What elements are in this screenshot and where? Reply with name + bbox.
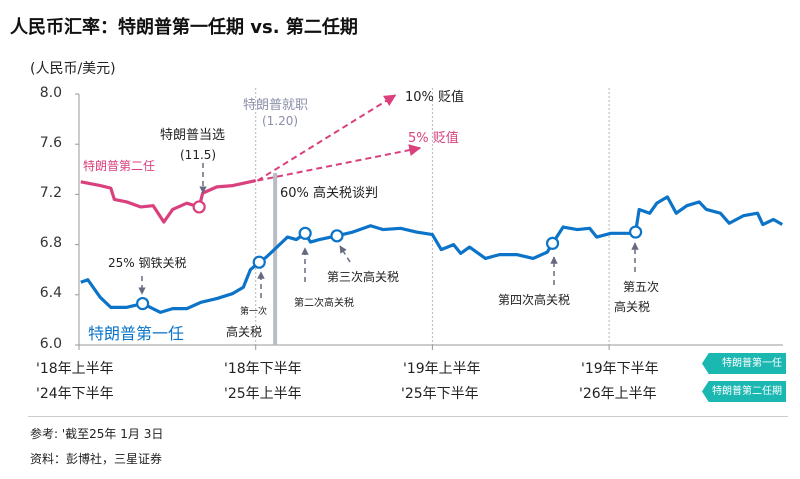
event-marker	[298, 226, 312, 240]
first-tariff-label-b: 高关税	[226, 325, 263, 339]
y-tick-label: 6.8	[39, 235, 62, 251]
election-date: (11.5)	[180, 148, 217, 162]
event-marker	[136, 296, 150, 311]
inauguration-label: 特朗普就职	[243, 98, 309, 113]
y-unit-label: (人民币/美元)	[30, 61, 116, 77]
y-tick-label: 7.2	[39, 185, 62, 201]
chart-title: 人民币汇率：特朗普第一任期 vs. 第二任期	[10, 17, 358, 38]
inauguration-date: (1.20)	[262, 114, 299, 128]
x-tick-label: '25年上半年	[224, 386, 302, 402]
steel-tariff-label: 25% 钢铁关税	[108, 256, 187, 270]
y-tick-label: 8.0	[39, 85, 62, 101]
second-term-line	[80, 179, 257, 224]
footer-divider	[28, 416, 788, 417]
projection-arrow	[256, 94, 397, 182]
second-term-label: 特朗普第二任	[83, 159, 156, 173]
x-tick-label: '25年下半年	[401, 386, 479, 402]
x-tick-label: '24年下半年	[36, 386, 114, 402]
event-marker	[545, 236, 560, 250]
inauguration-bar	[273, 173, 278, 345]
y-tick-label: 7.6	[39, 135, 62, 151]
first-term-label: 特朗普第一任	[88, 324, 185, 343]
y-tick-label: 6.4	[39, 285, 62, 301]
event-marker	[330, 229, 344, 243]
annotation-arrow	[339, 245, 351, 263]
footer-note: 参考: '截至25年 1月 3日	[30, 427, 164, 441]
x-tick-label: '19年上半年	[403, 361, 481, 377]
election-label: 特朗普当选	[160, 128, 226, 143]
event-marker	[629, 225, 643, 239]
fifth-tariff-label-a: 第五次	[623, 280, 660, 294]
x-tick-label: '18年下半年	[224, 361, 302, 377]
x-tick-label: '18年上半年	[36, 361, 114, 377]
first-term-line	[80, 195, 784, 314]
event-marker	[252, 255, 266, 269]
y-tick-label: 6.0	[39, 336, 62, 352]
fifth-tariff-label-b: 高关税	[614, 300, 651, 314]
depreciation-10-label: 10% 贬值	[405, 90, 465, 105]
fourth-tariff-label: 第四次高关税	[498, 293, 571, 307]
tariff-talk-label: 60% 高关税谈判	[280, 186, 379, 201]
first-tariff-label-a: 第一次	[240, 307, 268, 317]
third-tariff-label: 第三次高关税	[327, 270, 400, 284]
projection-arrow	[257, 144, 422, 182]
depreciation-5-label: 5% 贬值	[408, 131, 459, 146]
legend-second-term: 特朗普第二任期	[702, 381, 786, 402]
x-tick-label: '19年下半年	[581, 361, 659, 377]
second-tariff-label: 第二次高关税	[294, 298, 354, 309]
footer-source: 资料：彭博社，三星证券	[30, 452, 163, 466]
event-marker	[192, 200, 206, 214]
legend-first-term: 特朗普第一任	[702, 353, 786, 374]
x-tick-label: '26年上半年	[579, 386, 657, 402]
